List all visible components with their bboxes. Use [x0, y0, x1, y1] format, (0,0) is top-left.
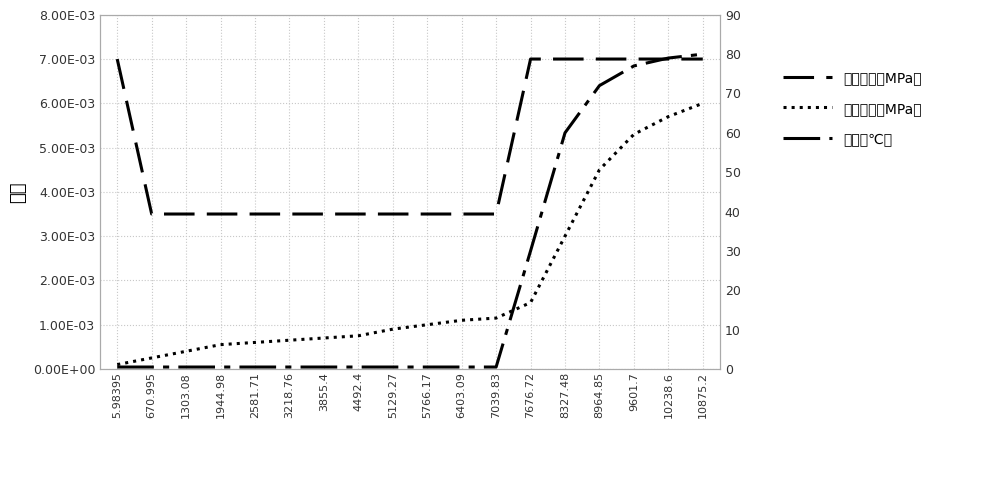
- 捯耗模量（MPa）: [249, 339, 261, 345]
- 温度（℃）: [456, 364, 468, 370]
- 储能模量（MPa）: [593, 56, 605, 62]
- 温度（℃）: [352, 364, 364, 370]
- 温度（℃）: [318, 364, 330, 370]
- 温度（℃）: [111, 364, 123, 370]
- 储能模量（MPa）: [249, 211, 261, 217]
- 温度（℃）: [146, 364, 158, 370]
- Line: 捯耗模量（MPa）: 捯耗模量（MPa）: [117, 103, 703, 365]
- 储能模量（MPa）: [456, 211, 468, 217]
- 温度（℃）: [525, 248, 537, 254]
- 温度（℃）: [662, 55, 674, 61]
- 捯耗模量（MPa）: [593, 167, 605, 173]
- 捯耗模量（MPa）: [352, 333, 364, 338]
- 储能模量（MPa）: [490, 211, 502, 217]
- 捯耗模量（MPa）: [456, 317, 468, 323]
- 捯耗模量（MPa）: [111, 362, 123, 368]
- 捯耗模量（MPa）: [283, 338, 295, 343]
- Legend: 储能模量（MPa）, 捯耗模量（MPa）, 温度（℃）: 储能模量（MPa）, 捯耗模量（MPa）, 温度（℃）: [777, 64, 929, 154]
- 温度（℃）: [697, 51, 709, 57]
- 温度（℃）: [215, 364, 227, 370]
- 捯耗模量（MPa）: [628, 131, 640, 137]
- 捯耗模量（MPa）: [697, 100, 709, 106]
- 温度（℃）: [421, 364, 433, 370]
- 储能模量（MPa）: [525, 56, 537, 62]
- Y-axis label: 剂模: 剂模: [9, 181, 27, 203]
- 温度（℃）: [628, 63, 640, 69]
- 储能模量（MPa）: [697, 56, 709, 62]
- 储能模量（MPa）: [352, 211, 364, 217]
- 捯耗模量（MPa）: [180, 348, 192, 354]
- 储能模量（MPa）: [180, 211, 192, 217]
- 捯耗模量（MPa）: [318, 335, 330, 341]
- 储能模量（MPa）: [111, 56, 123, 62]
- 温度（℃）: [180, 364, 192, 370]
- 捯耗模量（MPa）: [421, 322, 433, 328]
- 温度（℃）: [559, 130, 571, 136]
- 温度（℃）: [249, 364, 261, 370]
- 捯耗模量（MPa）: [525, 300, 537, 306]
- 储能模量（MPa）: [559, 56, 571, 62]
- 温度（℃）: [593, 83, 605, 89]
- 捯耗模量（MPa）: [559, 233, 571, 239]
- Line: 储能模量（MPa）: 储能模量（MPa）: [117, 59, 703, 214]
- 捯耗模量（MPa）: [215, 341, 227, 347]
- 捯耗模量（MPa）: [490, 315, 502, 321]
- 储能模量（MPa）: [387, 211, 399, 217]
- 储能模量（MPa）: [215, 211, 227, 217]
- Line: 温度（℃）: 温度（℃）: [117, 54, 703, 367]
- 捯耗模量（MPa）: [662, 114, 674, 120]
- 储能模量（MPa）: [628, 56, 640, 62]
- 捯耗模量（MPa）: [387, 326, 399, 332]
- 温度（℃）: [387, 364, 399, 370]
- 储能模量（MPa）: [662, 56, 674, 62]
- 储能模量（MPa）: [421, 211, 433, 217]
- 温度（℃）: [283, 364, 295, 370]
- 储能模量（MPa）: [318, 211, 330, 217]
- 捯耗模量（MPa）: [146, 355, 158, 361]
- 储能模量（MPa）: [283, 211, 295, 217]
- 储能模量（MPa）: [146, 211, 158, 217]
- 温度（℃）: [490, 364, 502, 370]
